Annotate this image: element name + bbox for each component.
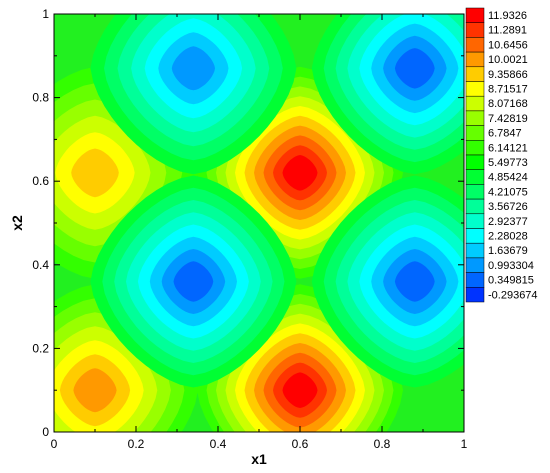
legend-label: 1.63679 (488, 245, 528, 257)
legend-swatch (465, 51, 485, 68)
y-tick-label: 0.4 (32, 258, 49, 272)
legend-label: 9.35866 (488, 69, 528, 81)
colorbar-legend: 11.9326 11.2891 10.6456 10.0021 9.35866 8.715… (465, 7, 538, 303)
y-tick-label: 1 (42, 7, 49, 21)
x-tick-label: 0 (51, 437, 58, 451)
x-axis: 0 0.2 0.4 0.6 0.8 1 (51, 14, 468, 451)
y-axis: 0 0.2 0.4 0.6 0.8 1 (32, 7, 464, 439)
legend-swatch (465, 22, 485, 38)
contour-band (394, 48, 435, 89)
legend-swatch (465, 140, 485, 156)
legend-swatch (465, 66, 485, 82)
legend-swatch (465, 272, 485, 288)
legend-swatch (465, 184, 485, 200)
legend-swatch (465, 110, 485, 126)
legend-label: 2.28028 (488, 231, 528, 243)
contour-band (173, 261, 214, 302)
legend-label: 8.71517 (488, 84, 528, 96)
x-axis-title: x1 (251, 451, 267, 467)
legend-label: 0.349815 (488, 275, 534, 287)
legend-swatch (465, 213, 485, 229)
x-tick-label: 0.6 (292, 437, 309, 451)
trough-contour-group (311, 14, 464, 175)
legend-label: 0.993304 (488, 260, 534, 272)
y-tick-label: 0.8 (32, 91, 49, 105)
legend-label: -0.293674 (488, 289, 538, 301)
trough-contour-group (90, 14, 297, 175)
contour-band (73, 368, 117, 413)
y-tick-label: 0.6 (32, 174, 49, 188)
legend-swatch (465, 125, 485, 141)
legend-swatch (465, 242, 485, 259)
contour-band (171, 46, 215, 91)
legend-swatch (465, 169, 485, 185)
legend-swatch (465, 7, 485, 23)
legend-swatch (465, 37, 485, 53)
x-tick-label: 1 (461, 437, 468, 451)
legend-label: 3.56726 (488, 201, 528, 213)
legend-label: 11.2891 (488, 25, 527, 37)
legend-swatch (465, 228, 485, 244)
legend-label: 2.92377 (488, 216, 528, 228)
legend-label: 6.7847 (488, 128, 522, 140)
legend-label: 5.49773 (488, 157, 528, 169)
trough-contour-group (90, 175, 297, 388)
legend-swatch (465, 81, 485, 97)
legend-label: 6.14121 (488, 142, 528, 154)
legend-swatch (465, 95, 485, 112)
legend-label: 8.07168 (488, 98, 528, 110)
legend-label: 7.42819 (488, 113, 528, 125)
legend-swatch (465, 287, 485, 303)
trough-contour-group (311, 175, 464, 388)
y-tick-label: 0 (42, 425, 49, 439)
x-tick-label: 0.2 (128, 437, 145, 451)
contour-band (71, 148, 119, 198)
contour-band (394, 261, 435, 302)
y-axis-title: x2 (9, 215, 25, 231)
contour-band (282, 155, 318, 191)
legend-swatch (465, 154, 485, 170)
legend-swatch (465, 257, 485, 273)
legend-label: 10.0021 (488, 54, 528, 66)
legend-swatch (465, 198, 485, 215)
legend-label: 10.6456 (488, 39, 528, 51)
x-tick-label: 0.4 (210, 437, 227, 451)
x-tick-label: 0.8 (374, 437, 391, 451)
legend-label: 11.9326 (488, 10, 527, 22)
contour-fill-layer (54, 14, 464, 432)
legend-label: 4.21075 (488, 186, 528, 198)
legend-label: 4.85424 (488, 172, 528, 184)
y-tick-label: 0.2 (32, 341, 49, 355)
contour-band (282, 372, 318, 408)
